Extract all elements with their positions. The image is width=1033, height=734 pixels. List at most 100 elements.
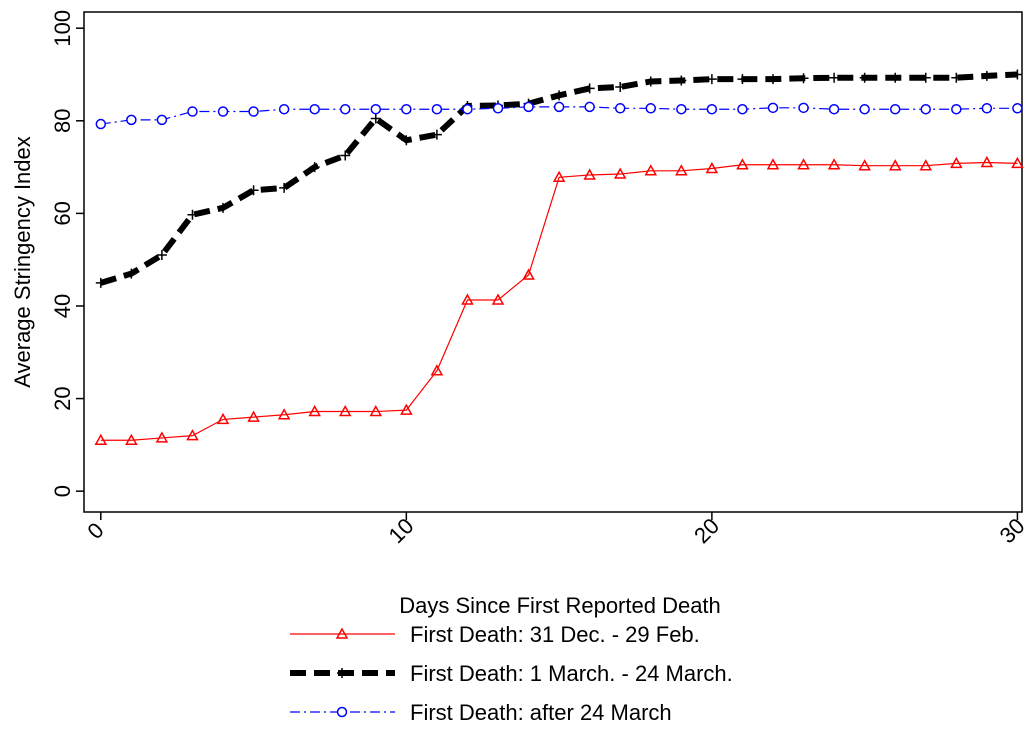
marker xyxy=(492,103,504,114)
marker xyxy=(706,103,718,115)
marker xyxy=(279,182,290,193)
marker xyxy=(889,103,901,115)
marker xyxy=(797,158,810,170)
marker xyxy=(951,72,962,83)
marker xyxy=(919,159,933,171)
series-line xyxy=(100,161,1018,441)
marker xyxy=(337,668,347,678)
marker xyxy=(462,103,473,115)
marker xyxy=(767,74,778,85)
marker xyxy=(369,404,383,417)
marker xyxy=(584,83,595,94)
marker xyxy=(248,185,259,196)
marker xyxy=(94,433,108,445)
x-tick-label: 0 xyxy=(82,518,108,544)
marker xyxy=(890,72,901,83)
marker xyxy=(859,72,870,83)
marker xyxy=(737,74,748,85)
marker xyxy=(676,75,687,86)
marker xyxy=(278,103,290,115)
marker xyxy=(218,202,229,213)
marker xyxy=(247,410,260,422)
marker xyxy=(1011,156,1024,169)
marker xyxy=(1012,103,1023,114)
series xyxy=(94,155,1024,445)
y-tick-label: 100 xyxy=(50,10,75,47)
marker xyxy=(554,90,565,101)
marker xyxy=(766,158,780,170)
marker xyxy=(645,103,657,114)
y-tick-label: 60 xyxy=(50,201,75,225)
series xyxy=(95,69,1023,288)
x-tick-label: 10 xyxy=(384,513,419,548)
marker xyxy=(338,404,352,417)
marker xyxy=(675,164,688,176)
marker xyxy=(767,102,779,114)
x-tick-label: 30 xyxy=(995,513,1030,548)
marker xyxy=(798,102,809,114)
marker xyxy=(981,70,992,81)
y-tick-label: 0 xyxy=(50,485,75,497)
marker xyxy=(950,156,963,169)
marker xyxy=(370,103,382,115)
marker xyxy=(859,103,870,115)
marker xyxy=(156,250,167,261)
marker xyxy=(340,150,351,161)
marker xyxy=(155,431,169,443)
marker xyxy=(431,129,442,140)
marker xyxy=(981,103,993,114)
marker xyxy=(187,209,198,220)
marker xyxy=(309,162,320,173)
marker xyxy=(705,161,719,174)
marker xyxy=(400,403,413,415)
marker xyxy=(951,103,962,115)
y-tick-label: 40 xyxy=(50,294,75,318)
legend-label: First Death: 31 Dec. - 29 Feb. xyxy=(410,622,700,647)
marker xyxy=(277,408,291,420)
marker xyxy=(888,159,902,171)
marker xyxy=(248,106,259,117)
marker xyxy=(615,82,626,92)
marker xyxy=(126,114,137,126)
marker xyxy=(156,114,168,126)
marker xyxy=(980,155,994,168)
marker xyxy=(614,103,626,114)
legend-label: First Death: 1 March. - 24 March. xyxy=(410,661,733,686)
marker xyxy=(95,277,106,288)
marker xyxy=(1012,69,1023,80)
marker xyxy=(339,103,351,115)
marker xyxy=(430,364,444,376)
y-axis-title: Average Stringency Index xyxy=(10,136,35,388)
marker xyxy=(126,268,137,279)
marker xyxy=(308,404,321,417)
marker xyxy=(644,164,658,176)
marker xyxy=(125,433,138,445)
marker xyxy=(217,106,229,117)
marker xyxy=(336,706,348,718)
marker xyxy=(583,168,596,180)
marker xyxy=(827,158,841,170)
legend-label: First Death: after 24 March xyxy=(410,700,672,725)
marker xyxy=(798,73,809,84)
marker xyxy=(461,293,474,305)
y-tick-label: 20 xyxy=(50,386,75,410)
marker xyxy=(335,627,349,639)
marker xyxy=(186,429,199,441)
marker xyxy=(523,101,534,113)
plot-frame xyxy=(83,11,1023,513)
marker xyxy=(401,135,412,146)
marker xyxy=(401,103,412,115)
marker xyxy=(613,167,627,179)
marker xyxy=(553,101,565,113)
marker xyxy=(216,412,230,425)
marker xyxy=(920,72,931,83)
marker xyxy=(552,170,566,183)
marker xyxy=(706,74,717,85)
marker xyxy=(309,103,320,115)
marker xyxy=(829,72,840,83)
marker xyxy=(95,118,107,130)
series xyxy=(95,101,1023,130)
marker xyxy=(737,103,748,115)
x-axis-title: Days Since First Reported Death xyxy=(399,593,721,618)
